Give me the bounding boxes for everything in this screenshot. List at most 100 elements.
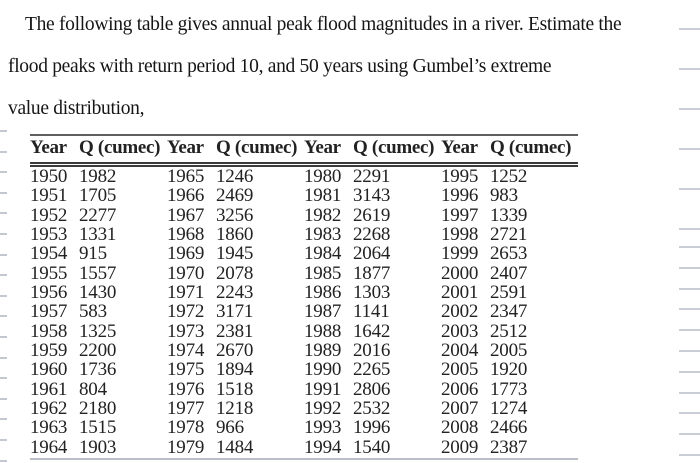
ruled-line-artifact [0, 212, 7, 215]
discharge-cell: 2064 [353, 243, 391, 265]
discharge-cell: 1218 [216, 398, 254, 420]
discharge-cell: 2268 [353, 224, 391, 246]
discharge-cell: 915 [79, 243, 107, 265]
year-cell: 1970 [167, 262, 205, 284]
discharge-cell: 1484 [216, 437, 304, 461]
ruled-line-artifact [0, 294, 7, 297]
year-cell: 1960 [30, 359, 68, 381]
ruled-line-artifact [0, 377, 7, 380]
discharge-column-header: Q (cumec) [216, 134, 304, 167]
ruled-line-artifact [0, 130, 7, 132]
year-cell: 1980 [304, 166, 342, 187]
year-cell: 2002 [441, 301, 479, 323]
table-row: 1959 2200 1974 2670 1989 2016 2004 2005 [30, 340, 578, 362]
discharge-cell: 3143 [353, 185, 391, 207]
year-cell: 1987 [304, 301, 342, 323]
discharge-cell: 1515 [79, 417, 117, 439]
table-header: Year Q (cumec) Year Q (cumec) Year Q (cumec) Y… [30, 134, 578, 167]
ruled-line-artifact [0, 459, 7, 462]
table-body: 1950 1982 1965 1246 1980 2291 1995 1252 1951 1705… [30, 165, 578, 461]
year-cell: 1969 [167, 243, 205, 265]
discharge-cell: 983 [490, 185, 518, 207]
discharge-column-header: Q (cumec) [353, 134, 441, 167]
year-cell: 1974 [167, 340, 205, 362]
discharge-cell: 1860 [216, 224, 254, 246]
year-cell: 1950 [30, 166, 68, 187]
ruled-line-artifact [679, 28, 700, 30]
discharge-cell: 1430 [79, 282, 117, 304]
year-cell: 1972 [167, 301, 205, 323]
table-header-row: Year Q (cumec) Year Q (cumec) Year Q (cumec) Y… [30, 134, 578, 167]
year-cell: 1963 [30, 417, 68, 439]
discharge-cell: 1877 [353, 262, 391, 284]
ruled-line-artifact [679, 188, 700, 190]
year-cell: 1965 [167, 166, 205, 187]
discharge-cell: 1518 [216, 378, 254, 400]
discharge-cell: 2619 [353, 204, 391, 226]
table-row: 1957 583 1972 3171 1987 1141 2002 2347 [30, 301, 578, 323]
ruled-line-artifact [679, 68, 700, 70]
year-cell: 2003 [441, 320, 479, 342]
year-cell: 1955 [30, 262, 68, 284]
discharge-cell: 2466 [490, 417, 528, 439]
discharge-cell: 1274 [490, 398, 528, 420]
discharge-cell: 1540 [353, 437, 441, 461]
table-row: 1960 1736 1975 1894 1990 2265 2005 1920 [30, 359, 578, 381]
year-cell: 1994 [304, 437, 353, 461]
table-row: 1955 1557 1970 2078 1985 1877 2000 2407 [30, 262, 578, 284]
discharge-cell: 1736 [79, 359, 117, 381]
discharge-cell: 2347 [490, 301, 528, 323]
ruled-line-artifact [0, 233, 7, 235]
year-cell: 1975 [167, 359, 205, 381]
year-column-header: Year [30, 134, 79, 167]
discharge-cell: 2277 [79, 204, 117, 226]
discharge-cell: 1252 [490, 166, 528, 187]
table-row: 1963 1515 1978 966 1993 1996 2008 2466 [30, 417, 578, 439]
ruled-line-artifact [0, 274, 7, 277]
year-column-header: Year [304, 134, 353, 167]
ruled-line-artifact [0, 397, 7, 400]
year-cell: 1951 [30, 185, 68, 207]
table-row: 1954 915 1969 1945 1984 2064 1999 2653 [30, 243, 578, 265]
year-cell: 1981 [304, 185, 342, 207]
discharge-cell: 1903 [79, 437, 167, 461]
year-cell: 1968 [167, 224, 205, 246]
year-cell: 1995 [441, 166, 479, 187]
table-row: 1958 1325 1973 2381 1988 1642 2003 2512 [30, 320, 578, 342]
year-cell: 2006 [441, 378, 479, 400]
year-cell: 1983 [304, 224, 342, 246]
year-cell: 1999 [441, 243, 479, 265]
discharge-cell: 1945 [216, 243, 254, 265]
discharge-cell: 2005 [490, 340, 528, 362]
year-cell: 1953 [30, 224, 68, 246]
discharge-cell: 1705 [79, 185, 117, 207]
ruled-line-artifact [0, 315, 7, 318]
problem-text-line-2: flood peaks with return period 10, and 5… [8, 56, 552, 77]
problem-statement: The following table gives annual peak fl… [8, 4, 690, 130]
discharge-cell: 2670 [216, 340, 254, 362]
discharge-cell: 1325 [79, 320, 117, 342]
discharge-cell: 1246 [216, 166, 254, 187]
year-cell: 1989 [304, 340, 342, 362]
year-cell: 1976 [167, 378, 205, 400]
discharge-cell: 1331 [79, 224, 117, 246]
discharge-cell: 966 [216, 417, 244, 439]
year-cell: 2008 [441, 417, 479, 439]
discharge-cell: 2407 [490, 262, 528, 284]
flood-data-table: Year Q (cumec) Year Q (cumec) Year Q (cumec) Y… [30, 134, 578, 461]
ruled-line-artifact [0, 253, 7, 256]
ruled-line-artifact [0, 191, 7, 194]
table-row: 1964 1903 1979 1484 1994 1540 2009 2387 [30, 437, 578, 461]
ruled-line-artifact [679, 454, 700, 456]
year-cell: 1977 [167, 398, 205, 420]
year-cell: 1998 [441, 224, 479, 246]
discharge-cell: 1920 [490, 359, 528, 381]
year-cell: 1971 [167, 282, 205, 304]
problem-text-line-1: The following table gives annual peak fl… [25, 14, 622, 35]
ruled-line-artifact [0, 356, 7, 359]
year-cell: 2009 [441, 437, 490, 461]
table-row: 1951 1705 1966 2469 1981 3143 1996 983 [30, 185, 578, 207]
year-cell: 1982 [304, 204, 342, 226]
table-row: 1962 2180 1977 1218 1992 2532 2007 1274 [30, 398, 578, 420]
year-cell: 1990 [304, 359, 342, 381]
